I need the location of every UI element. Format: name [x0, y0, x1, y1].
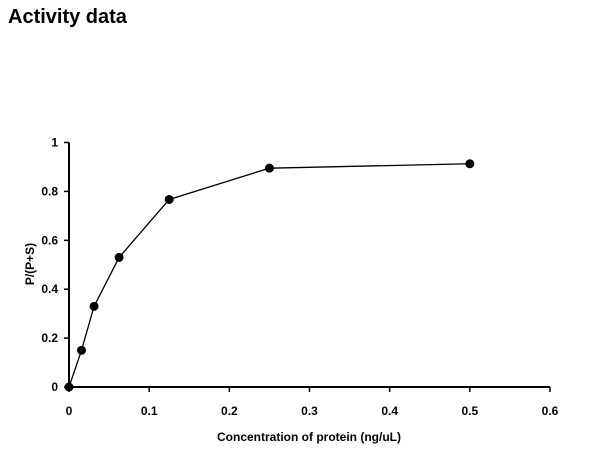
y-tick-label: 0.4: [41, 282, 58, 296]
x-tick-label: 0: [66, 404, 73, 418]
x-axis-label: Concentration of protein (ng/uL): [217, 430, 401, 444]
data-point: [164, 194, 174, 204]
x-tick-label: 0.4: [381, 404, 398, 418]
data-point: [465, 159, 475, 169]
y-tick-label: 0: [51, 380, 58, 394]
x-tick-label: 0.6: [542, 404, 559, 418]
data-point: [64, 382, 74, 392]
data-point: [264, 163, 274, 173]
y-tick-label: 0.8: [41, 184, 58, 198]
y-tick-label: 0.6: [41, 233, 58, 247]
x-tick-label: 0.1: [141, 404, 158, 418]
x-tick-label: 0.2: [221, 404, 238, 418]
y-axis-label: P/(P+S): [23, 243, 37, 285]
x-tick-label: 0.3: [301, 404, 318, 418]
x-tick-label: 0.5: [461, 404, 478, 418]
data-point: [89, 301, 99, 311]
data-point: [77, 345, 87, 355]
y-tick-label: 0.2: [41, 331, 58, 345]
y-tick-label: 1: [51, 136, 58, 150]
series-line: [68, 163, 470, 388]
chart-title: Activity data: [8, 6, 127, 28]
data-point: [114, 252, 124, 262]
